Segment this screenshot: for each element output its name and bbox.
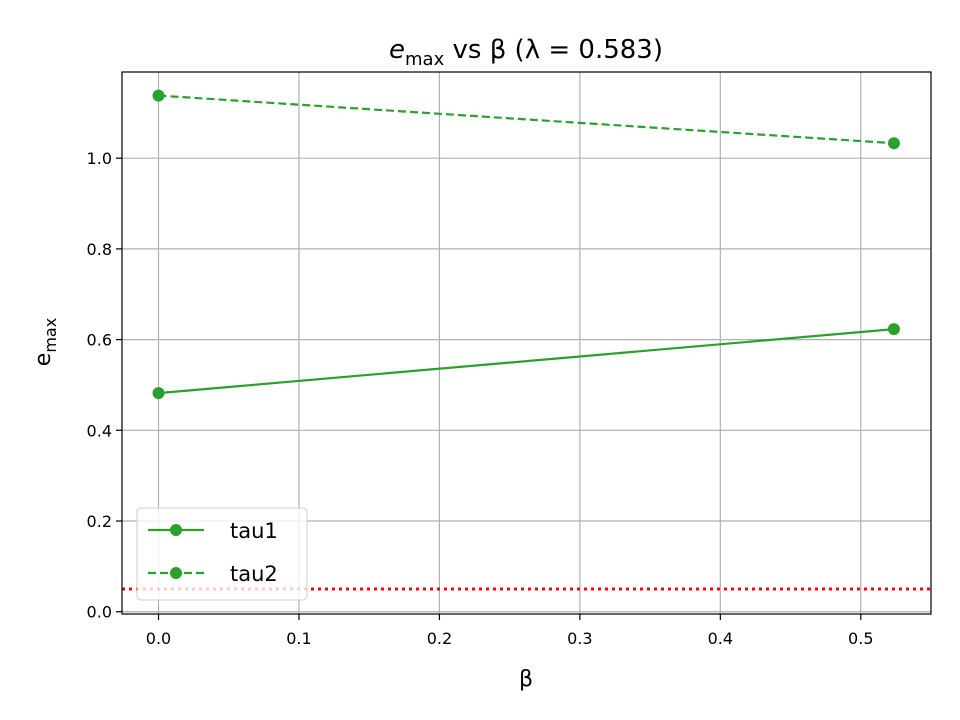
data-point-tau2-0 xyxy=(152,89,165,102)
legend-label-tau2: tau2 xyxy=(230,562,278,586)
plot-frame xyxy=(121,71,932,615)
chart-title-main: e xyxy=(389,35,405,65)
data-point-tau2-1 xyxy=(887,137,900,150)
legend-label-tau1: tau1 xyxy=(230,519,278,543)
y-axis-label-sub: max xyxy=(41,318,60,353)
x-tick-label-5: 0.5 xyxy=(848,629,873,648)
y-axis-label-main: e xyxy=(31,353,56,367)
y-tick-label-0: 0.0 xyxy=(87,603,112,622)
legend-box xyxy=(136,507,308,601)
y-tick-label-4: 0.8 xyxy=(87,240,112,259)
series-layer xyxy=(152,89,900,400)
y-tick-label-5: 1.0 xyxy=(87,149,112,168)
x-tick-label-1: 0.1 xyxy=(286,629,311,648)
y-tick-label-2: 0.4 xyxy=(87,421,112,440)
legend-entry-tau1: tau1 xyxy=(148,519,278,543)
data-point-tau1-0 xyxy=(152,387,165,400)
x-tick-label-3: 0.3 xyxy=(567,629,592,648)
x-tick-label-2: 0.2 xyxy=(427,629,452,648)
series-line-tau2 xyxy=(158,94,894,145)
legend-entry-tau2: tau2 xyxy=(148,562,278,586)
legend-marker-tau1 xyxy=(170,524,182,536)
y-axis-ticks: 0.0 0.2 0.4 0.6 0.8 1.0 xyxy=(87,149,122,622)
chart-title: emax vs β (λ = 0.583) xyxy=(389,35,663,70)
y-axis-label: emax xyxy=(31,318,60,366)
series-line-tau1 xyxy=(158,328,895,395)
legend-marker-tau2 xyxy=(170,567,182,579)
chart-title-sub: max xyxy=(405,49,445,70)
chart-title-rest: vs β (λ = 0.583) xyxy=(444,35,663,65)
x-tick-label-4: 0.4 xyxy=(708,629,733,648)
data-point-tau1-1 xyxy=(887,323,900,336)
x-tick-label-0: 0.0 xyxy=(146,629,171,648)
y-tick-label-1: 0.2 xyxy=(87,512,112,531)
x-axis-ticks: 0.0 0.1 0.2 0.3 0.4 0.5 xyxy=(146,614,874,648)
x-axis-label: β xyxy=(519,667,533,692)
y-tick-label-3: 0.6 xyxy=(87,331,112,350)
legend: tau1 tau2 xyxy=(136,507,308,601)
